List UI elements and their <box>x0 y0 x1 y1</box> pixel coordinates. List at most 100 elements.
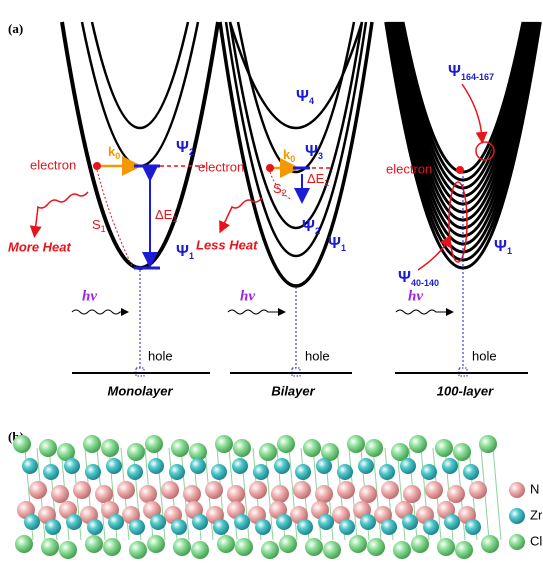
atom <box>337 464 353 480</box>
atom <box>360 514 376 530</box>
atom <box>421 464 437 480</box>
atom <box>22 458 38 474</box>
atom <box>59 541 77 559</box>
atom <box>233 439 251 457</box>
atom <box>279 535 297 553</box>
k-label: k0 <box>283 147 295 164</box>
atom <box>381 519 397 535</box>
hv-label: hv <box>240 288 255 304</box>
atom <box>87 519 103 535</box>
band-curve <box>92 22 188 128</box>
atom <box>205 481 223 499</box>
band-curve <box>230 22 362 128</box>
monolayer-panel: electron k0 Ψ2 Ψ1 ΔE1 S1 More Heat hv ho… <box>8 139 210 398</box>
atom <box>303 439 321 457</box>
caption: Monolayer <box>107 383 173 398</box>
atom <box>297 519 313 535</box>
state-label: Ψ2 <box>302 218 320 236</box>
atom <box>51 485 69 503</box>
atom <box>305 538 323 556</box>
atom <box>455 541 473 559</box>
atom <box>129 541 147 559</box>
atom <box>255 519 271 535</box>
atom <box>66 514 82 530</box>
atom <box>183 485 201 503</box>
atom <box>43 464 59 480</box>
atom <box>393 541 411 559</box>
atom <box>85 535 103 553</box>
band-curve <box>62 22 218 268</box>
legend-label: Cl <box>530 533 542 548</box>
caption: Bilayer <box>271 383 315 398</box>
atom <box>409 435 427 453</box>
atom <box>215 435 233 453</box>
band-curve <box>396 22 530 212</box>
atom <box>148 458 164 474</box>
atom <box>435 439 453 457</box>
crystal-structure <box>13 435 501 559</box>
electron-label: electron <box>386 161 432 176</box>
bond <box>493 448 501 540</box>
atom <box>169 464 185 480</box>
atom <box>381 481 399 499</box>
atom <box>400 458 416 474</box>
wells <box>62 22 540 286</box>
panel-label: (a) <box>8 21 23 36</box>
atom <box>192 514 208 530</box>
s-label: S2 <box>273 181 287 198</box>
atom <box>83 435 101 453</box>
atom <box>227 485 245 503</box>
atom <box>463 464 479 480</box>
atom <box>358 458 374 474</box>
heat-label: More Heat <box>8 239 72 254</box>
atom <box>13 435 31 453</box>
atom <box>349 535 367 553</box>
band-curve <box>226 22 366 256</box>
atom <box>150 514 166 530</box>
atom <box>29 481 47 499</box>
atom <box>481 535 499 553</box>
s-label: S1 <box>92 217 106 234</box>
atom <box>191 541 209 559</box>
atom <box>129 519 145 535</box>
atom <box>465 519 481 535</box>
legend: N Zr Cl <box>509 481 543 550</box>
atom <box>147 535 165 553</box>
hole-label: hole <box>148 348 173 363</box>
atom <box>127 464 143 480</box>
atom <box>249 481 267 499</box>
state-label: Ψ2 <box>176 139 194 157</box>
atom <box>276 514 292 530</box>
atom <box>24 514 40 530</box>
atom <box>411 535 429 553</box>
atom <box>318 514 334 530</box>
electron-label: electron <box>30 157 76 172</box>
atom <box>95 485 113 503</box>
atom <box>73 481 91 499</box>
atom <box>85 464 101 480</box>
atom <box>316 458 332 474</box>
atom <box>171 439 189 457</box>
atom <box>379 464 395 480</box>
atom <box>15 535 33 553</box>
atom <box>211 464 227 480</box>
caption: 100-layer <box>437 383 494 398</box>
legend-label: Zr <box>530 507 543 522</box>
heat-label: Less Heat <box>196 237 258 252</box>
hv-label: hv <box>82 288 97 304</box>
atom <box>271 485 289 503</box>
state-label: Ψ1 <box>176 243 194 261</box>
atom <box>253 464 269 480</box>
atom <box>277 435 295 453</box>
atom <box>274 458 290 474</box>
atom <box>106 458 122 474</box>
atom <box>442 458 458 474</box>
atom <box>425 481 443 499</box>
atom <box>101 439 119 457</box>
atom <box>64 458 80 474</box>
atom <box>337 481 355 499</box>
atom <box>145 435 163 453</box>
atom <box>127 443 145 461</box>
atom <box>479 435 497 453</box>
atom <box>213 519 229 535</box>
